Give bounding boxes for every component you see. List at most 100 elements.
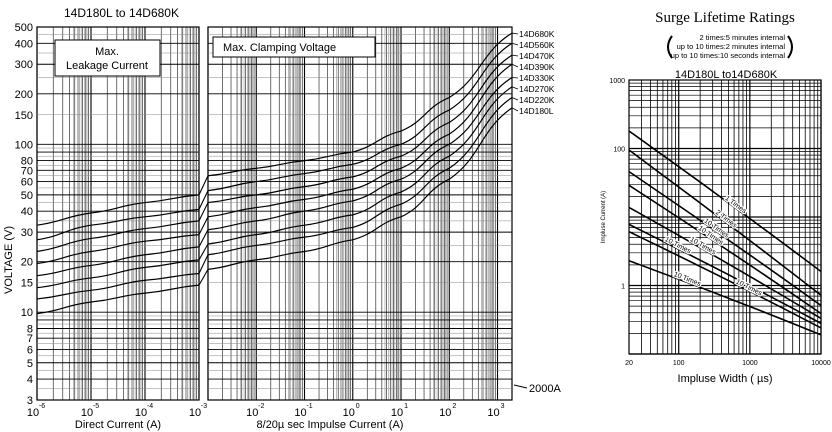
surge-x-tick-label: 100 (673, 360, 685, 367)
series-connector (198, 269, 209, 286)
series-line-14D390K (207, 63, 513, 218)
surge-series-line (628, 230, 822, 329)
y-tick-label: 15 (21, 278, 33, 290)
y-tick-label: 40 (21, 206, 33, 218)
series-label: 14D330K (519, 73, 555, 83)
series-line-14D560K (36, 208, 200, 241)
surge-y-tick-label: 1 (621, 284, 625, 291)
y-tick-label: 5 (27, 358, 33, 370)
series-label: 14D220K (519, 95, 555, 105)
leakage-plot-area (36, 26, 200, 401)
series-connector (198, 254, 209, 274)
series-label: 14D470K (519, 51, 555, 61)
marker-2000a-label: 2000A (529, 383, 561, 395)
series-connector (198, 243, 209, 261)
y-axis-label: VOLTAGE (V) (3, 226, 15, 294)
surge-x-tick-label: 20 (625, 360, 633, 367)
note-paren-left (667, 35, 673, 59)
x-tick-exponent: 2 (452, 403, 456, 410)
x-tick-label: 10 (27, 407, 39, 419)
series-line-14D680K (36, 194, 200, 226)
series-line-14D330K (36, 246, 200, 277)
x-tick-label: 10 (294, 407, 306, 419)
x-tick-exponent: -2 (258, 403, 264, 410)
series-connector (198, 175, 209, 196)
series-label: 14D560K (519, 40, 555, 50)
series-line-14D560K (207, 42, 513, 192)
series-leader-line (511, 32, 519, 35)
surge-series-line (628, 259, 822, 336)
x-tick-label: 10 (439, 407, 451, 419)
y-tick-label: 80 (21, 156, 33, 168)
x-tick-exponent: -4 (147, 403, 153, 410)
series-line-14D220K (36, 272, 200, 300)
y-tick-label: 7 (27, 333, 33, 345)
surge-x-axis-label: Impluse Width ( µs) (678, 373, 773, 385)
series-line-14D270K (207, 86, 513, 245)
y-tick-label: 10 (21, 307, 33, 319)
y-tick-label: 400 (15, 38, 33, 50)
note-paren-right (787, 35, 793, 59)
series-line-14D270K (36, 259, 200, 289)
surge-series-line (628, 170, 822, 307)
series-label: 14D390K (519, 62, 555, 72)
y-tick-label: 500 (15, 22, 33, 34)
surge-series-line (628, 206, 822, 320)
x-tick-exponent: -6 (39, 403, 45, 410)
x-tick-exponent: 1 (404, 403, 408, 410)
x-tick-label: 10 (391, 407, 403, 419)
surge-chart-title: 14D180L to14D680K (675, 69, 778, 81)
leakage-annotation-line1: Max. (95, 46, 119, 58)
x-tick-label: 10 (81, 407, 93, 419)
surge-series-line (628, 223, 822, 325)
x-tick-exponent: -1 (306, 403, 312, 410)
surge-y-tick-label: 100 (613, 147, 625, 154)
surge-series-line (628, 149, 822, 296)
y-tick-label: 70 (21, 165, 33, 177)
surge-note-2: up to 10 times:2 minutes internal (677, 42, 786, 51)
series-connector (198, 202, 209, 222)
y-tick-label: 50 (21, 190, 33, 202)
y-tick-label: 6 (27, 344, 33, 356)
clamping-x-axis-label: 8/20µ sec Impulse Current (A) (257, 419, 404, 431)
leakage-annotation-line2: Leakage Current (66, 60, 148, 72)
series-connector (198, 229, 209, 248)
y-tick-label: 3 (27, 395, 33, 407)
leakage-annotation-box (54, 39, 161, 77)
x-tick-label: 10 (135, 407, 147, 419)
y-tick-label: 60 (21, 177, 33, 189)
series-line-14D180L (36, 284, 200, 315)
y-tick-label: 8 (27, 323, 33, 335)
series-line-14D470K (207, 54, 513, 204)
x-tick-exponent: 0 (356, 403, 360, 410)
series-connector (198, 216, 209, 235)
surge-y-tick-label: 1000 (609, 78, 625, 85)
surge-note-3: up to 10 times:10 seconds internal (671, 51, 786, 60)
y-tick-label: 30 (21, 227, 33, 239)
series-label: 14D680K (519, 29, 555, 39)
series-label: 14D270K (519, 84, 555, 94)
series-line-14D470K (36, 220, 200, 253)
series-leader-line (511, 63, 519, 68)
surge-note-1: 2 times:5 minutes internal (700, 33, 786, 42)
main-chart-title: 14D180L to 14D680K (64, 6, 179, 20)
surge-heading: Surge Lifetime Ratings (655, 10, 795, 26)
x-tick-label: 10 (343, 407, 355, 419)
y-tick-label: 150 (15, 110, 33, 122)
y-tick-label: 200 (15, 89, 33, 101)
series-leader-line (511, 86, 519, 90)
series-line-14D180L (207, 107, 513, 270)
series-leader-line (511, 107, 519, 112)
y-tick-label: 4 (27, 374, 33, 386)
x-tick-exponent: -3 (201, 403, 207, 410)
leakage-x-axis-label: Direct Current (A) (75, 419, 161, 431)
y-tick-label: 100 (15, 139, 33, 151)
surge-x-tick-label: 1000 (742, 360, 758, 367)
surge-x-tick-label: 10000 (811, 360, 831, 367)
surge-series-line (628, 184, 822, 315)
series-leader-line (511, 97, 519, 101)
clamping-annotation-box (212, 36, 376, 58)
series-label: 14D180L (519, 106, 554, 116)
x-tick-label: 10 (487, 407, 499, 419)
